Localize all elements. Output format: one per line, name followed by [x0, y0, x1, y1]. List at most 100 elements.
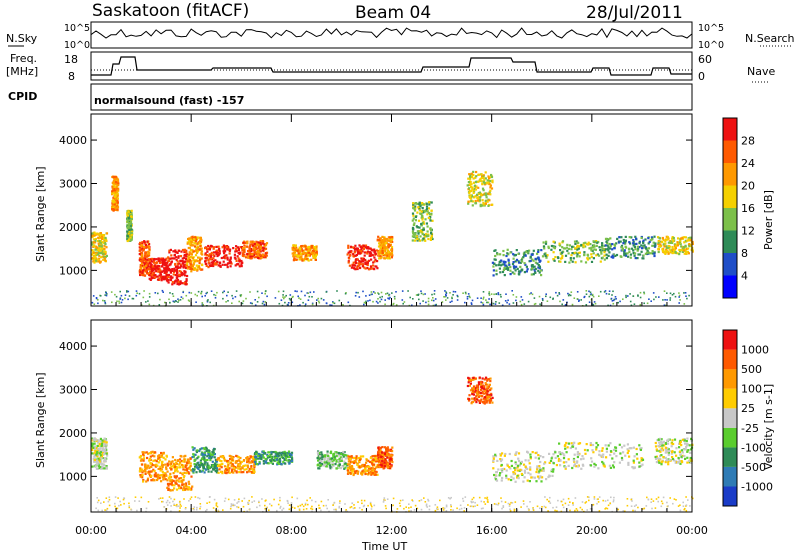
heatmap-cell: [185, 278, 188, 281]
heatmap-cell: [139, 273, 142, 277]
heatmap-cell: [578, 255, 581, 258]
heatmap-cell: [249, 240, 252, 243]
heatmap-cell: [166, 470, 169, 473]
heatmap-cell: [425, 222, 428, 225]
heatmap-cell: [202, 453, 205, 456]
heatmap-cell: [147, 250, 150, 253]
heatmap-cell: [364, 472, 367, 476]
heatmap-cell: [600, 252, 603, 255]
heatmap-cell: [596, 253, 599, 256]
heatmap-cell: [665, 238, 668, 241]
heatmap-cell: [180, 480, 183, 483]
heatmap-cell: [375, 466, 378, 469]
heatmap-cell: [201, 263, 204, 267]
heatmap-cell: [146, 466, 149, 469]
heatmap-cell: [653, 254, 656, 258]
heatmap-cell: [144, 251, 147, 254]
heatmap-cell: [494, 258, 497, 261]
heatmap-cell: [204, 459, 207, 462]
heatmap-cell: [201, 469, 204, 472]
heatmap-cell: [411, 230, 414, 233]
heatmap-cell: [210, 264, 213, 267]
heatmap-cell: [468, 384, 471, 387]
heatmap-cell: [390, 465, 393, 468]
heatmap-cell: [117, 184, 120, 187]
heatmap-cell: [216, 251, 219, 254]
heatmap-cell: [500, 296, 502, 298]
heatmap-cell: [540, 269, 543, 272]
heatmap-cell: [176, 251, 179, 254]
heatmap-cell: [128, 228, 131, 231]
heatmap-cell: [177, 255, 180, 258]
heatmap-cell: [166, 280, 169, 283]
heatmap-cell: [352, 246, 355, 249]
heatmap-cell: [115, 186, 118, 189]
heatmap-cell: [278, 454, 281, 457]
heatmap-cell: [172, 250, 175, 253]
heatmap-cell: [467, 177, 470, 180]
heatmap-cell: [532, 273, 535, 276]
heatmap-cell: [220, 460, 223, 463]
heatmap-cell: [572, 257, 575, 260]
heatmap-cell: [164, 458, 167, 461]
heatmap-cell: [496, 253, 499, 256]
heatmap-cell: [148, 261, 151, 264]
heatmap-cell: [103, 253, 107, 256]
heatmap-cell: [173, 280, 177, 283]
heatmap-cell: [364, 467, 367, 470]
heatmap-cell: [157, 292, 159, 295]
heatmap-cell: [190, 268, 194, 271]
heatmap-cell: [168, 249, 171, 252]
heatmap-cell: [261, 454, 264, 457]
heatmap-cell: [251, 302, 253, 305]
heatmap-cell: [143, 290, 145, 292]
heatmap-cell: [642, 239, 645, 242]
heatmap-cell: [139, 244, 142, 247]
heatmap-cell: [246, 252, 249, 256]
heatmap-cell: [186, 267, 189, 270]
heatmap-cell: [649, 252, 652, 255]
heatmap-cell: [471, 393, 474, 396]
heatmap-cell: [454, 291, 457, 293]
heatmap-cell: [519, 261, 522, 264]
heatmap-cell: [188, 291, 191, 294]
heatmap-cell: [387, 251, 390, 254]
heatmap-cell: [159, 467, 162, 470]
heatmap-cell: [486, 379, 489, 382]
heatmap-cell: [261, 253, 264, 256]
heatmap-cell: [261, 292, 263, 294]
heatmap-cell: [310, 258, 313, 261]
heatmap-cell: [317, 463, 320, 466]
heatmap-cell: [163, 267, 166, 270]
heatmap-cell: [100, 249, 103, 252]
heatmap-cell: [646, 251, 649, 254]
heatmap-cell: [574, 261, 577, 264]
heatmap-cell: [211, 258, 214, 261]
heatmap-cell: [507, 259, 510, 262]
heatmap-cell: [105, 465, 108, 468]
heatmap-cell: [171, 489, 174, 492]
heatmap-cell: [615, 298, 617, 300]
heatmap-cell: [291, 248, 294, 251]
heatmap-cell: [555, 291, 557, 294]
heatmap-cell: [264, 292, 266, 295]
heatmap-cell: [480, 180, 483, 183]
heatmap-cell: [371, 293, 373, 296]
heatmap-cell: [384, 252, 387, 255]
heatmap-cell: [430, 233, 434, 236]
heatmap-cell: [367, 465, 370, 468]
heatmap-cell: [91, 452, 94, 455]
heatmap-cell: [200, 447, 203, 450]
heatmap-cell: [159, 469, 162, 472]
heatmap-cell: [421, 202, 424, 205]
heatmap-cell: [223, 252, 226, 255]
heatmap-cell: [388, 240, 391, 243]
heatmap-cell: [379, 257, 382, 260]
heatmap-cell: [214, 262, 217, 265]
heatmap-cell: [294, 253, 297, 256]
heatmap-cell: [373, 455, 376, 458]
heatmap-cell: [250, 466, 253, 469]
heatmap-cell: [607, 246, 610, 249]
heatmap-cell: [249, 302, 252, 304]
heatmap-cell: [253, 466, 256, 469]
